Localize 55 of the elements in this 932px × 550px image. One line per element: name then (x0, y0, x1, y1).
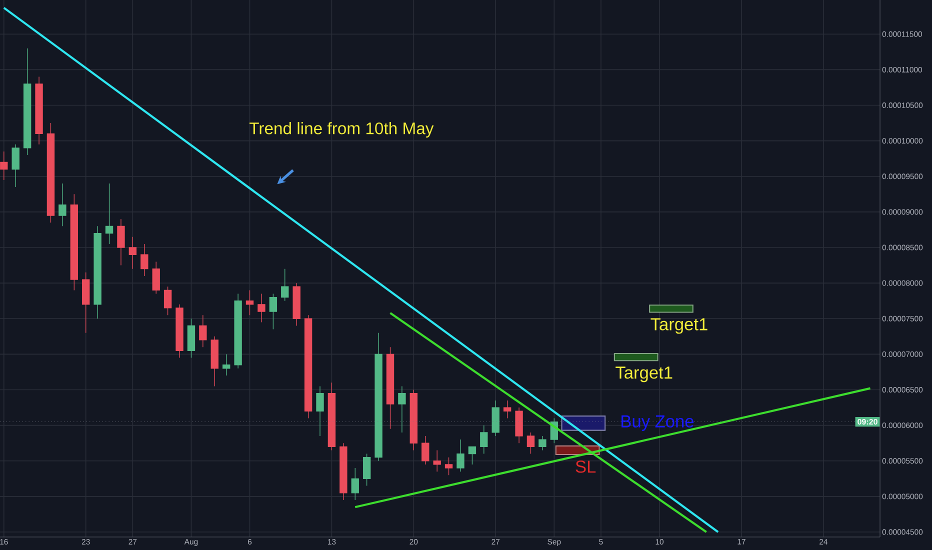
candlestick (340, 442, 348, 500)
bar (649, 304, 694, 313)
candlestick (128, 236, 137, 270)
candlestick (351, 468, 359, 500)
candlestick (70, 194, 78, 291)
candlestick (480, 425, 488, 454)
candlestick (410, 389, 418, 451)
candlestick (316, 386, 324, 436)
candlestick (281, 268, 289, 302)
candlestick (374, 332, 382, 462)
candlestick (164, 286, 172, 316)
candlestick (422, 436, 430, 465)
candlestick (292, 282, 300, 326)
annotation: Trend line from 10th May (250, 122, 434, 138)
annotation: 09:20 (858, 418, 878, 425)
candlestick (538, 436, 546, 451)
annotation: Buy Zone (622, 415, 694, 431)
candlestick (444, 457, 453, 476)
annotation: Target1 (616, 366, 672, 382)
candlestick (0, 151, 8, 180)
candlestick (269, 293, 278, 330)
candlestick (35, 76, 43, 145)
candlestick (456, 439, 464, 472)
bar (614, 352, 658, 362)
candlestick (246, 290, 254, 316)
candlestick (398, 386, 406, 433)
candlestick (234, 293, 242, 369)
candlestick (105, 183, 114, 244)
candlestick (526, 432, 535, 454)
candlestick (176, 304, 184, 358)
annotation: Target1 (650, 318, 708, 334)
candlestick (304, 314, 312, 419)
candlestick (12, 144, 20, 188)
candlestick (210, 336, 218, 387)
candlestick (23, 48, 32, 156)
candlestick (515, 407, 523, 444)
candlestick (258, 293, 266, 323)
candlestick (222, 354, 230, 376)
candlestick (152, 261, 160, 294)
candlestick (58, 183, 66, 227)
candlestick (140, 244, 148, 276)
candlestick (117, 218, 125, 266)
candlestick (433, 450, 441, 472)
candlestick (199, 314, 207, 348)
candlestick (82, 272, 90, 334)
candlestick (362, 453, 371, 486)
candlestick (468, 446, 476, 465)
candlestick (187, 318, 196, 358)
candlestick (46, 122, 55, 223)
annotation: SL (576, 460, 596, 473)
candlestick (492, 400, 500, 436)
candlestick (503, 400, 512, 419)
candlestick (94, 226, 102, 319)
candlestick (328, 382, 336, 451)
candlestick (386, 346, 394, 430)
